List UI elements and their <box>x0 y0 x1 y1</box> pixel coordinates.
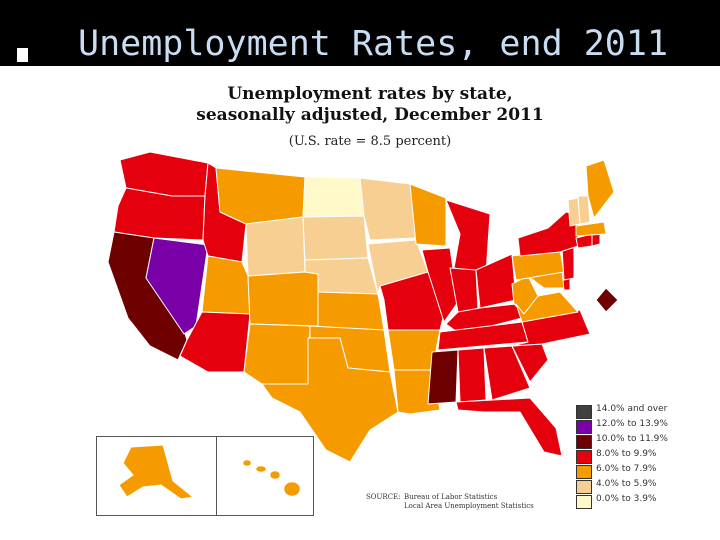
state-maine <box>585 159 615 219</box>
map-title-line2: seasonally adjusted, December 2011 <box>196 105 544 125</box>
state-georgia <box>483 345 531 401</box>
state-south-dakota <box>302 215 369 261</box>
state-north-dakota <box>302 176 365 218</box>
legend-item: 6.0% to 7.9% <box>576 464 716 479</box>
map-title-line1: Unemployment rates by state, <box>227 84 513 104</box>
slide-title-bar <box>0 0 720 66</box>
map-title: Unemployment rates by state, seasonally … <box>180 84 560 126</box>
state-kansas <box>317 291 385 331</box>
legend-swatch <box>576 420 592 434</box>
source-label: SOURCE: <box>366 493 401 501</box>
legend-swatch <box>576 405 592 419</box>
legend-item: 12.0% to 13.9% <box>576 419 716 434</box>
state-alaska <box>118 444 195 500</box>
state-utah <box>201 255 251 315</box>
hawaii-map <box>242 459 301 497</box>
legend-swatch <box>576 480 592 494</box>
state-new-jersey <box>561 247 575 281</box>
legend-label: 6.0% to 7.9% <box>596 464 657 474</box>
state-new-hampshire <box>577 195 591 225</box>
state-montana <box>215 167 306 225</box>
state-texas <box>261 337 399 463</box>
legend-swatch <box>576 465 592 479</box>
state-colorado <box>247 271 319 327</box>
state-virginia <box>515 291 579 323</box>
state-district-of-columbia <box>595 287 619 313</box>
state-wyoming <box>245 216 306 277</box>
hawaii-island-4 <box>283 481 301 497</box>
legend-label: 8.0% to 9.9% <box>596 449 657 459</box>
state-massachusetts <box>575 221 607 237</box>
legend-item: 10.0% to 11.9% <box>576 434 716 449</box>
slide-title: Unemployment Rates, end 2011 <box>78 24 669 64</box>
map-subtitle: (U.S. rate = 8.5 percent) <box>288 134 452 149</box>
legend-swatch <box>576 450 592 464</box>
state-wisconsin <box>409 183 447 247</box>
hawaii-inset <box>216 436 314 516</box>
state-oregon <box>113 187 206 241</box>
legend-swatch <box>576 495 592 509</box>
legend-label: 12.0% to 13.9% <box>596 419 668 429</box>
source-line2: Local Area Unemployment Statistics <box>404 502 534 510</box>
state-mississippi <box>427 349 459 405</box>
state-minnesota <box>359 177 417 241</box>
alaska-map <box>118 444 195 500</box>
source-text: Bureau of Labor Statistics Local Area Un… <box>404 493 534 511</box>
legend-swatch <box>576 435 592 449</box>
state-florida <box>455 397 563 457</box>
legend-item: 14.0% and over <box>576 404 716 419</box>
state-new-mexico <box>243 323 311 385</box>
hawaii-island-2 <box>255 465 267 473</box>
alaska-inset <box>96 436 218 516</box>
legend-label: 4.0% to 5.9% <box>596 479 657 489</box>
legend-label: 10.0% to 11.9% <box>596 434 668 444</box>
state-nevada <box>145 237 209 335</box>
legend-item: 4.0% to 5.9% <box>576 479 716 494</box>
legend-item: 0.0% to 3.9% <box>576 494 716 509</box>
hawaii-island-1 <box>242 459 252 467</box>
map-legend: 14.0% and over 12.0% to 13.9% 10.0% to 1… <box>576 404 716 509</box>
legend-item: 8.0% to 9.9% <box>576 449 716 464</box>
state-rhode-island <box>591 233 601 247</box>
state-alabama <box>457 347 487 403</box>
slide-bullet-icon <box>17 48 28 62</box>
legend-label: 0.0% to 3.9% <box>596 494 657 504</box>
map-source: SOURCE: Bureau of Labor Statistics Local… <box>366 493 534 510</box>
state-north-carolina <box>511 309 591 347</box>
legend-label: 14.0% and over <box>596 404 668 414</box>
hawaii-island-3 <box>269 470 281 480</box>
state-illinois <box>421 247 459 323</box>
state-hawaii-group <box>242 459 301 497</box>
source-line1: Bureau of Labor Statistics <box>404 493 498 501</box>
